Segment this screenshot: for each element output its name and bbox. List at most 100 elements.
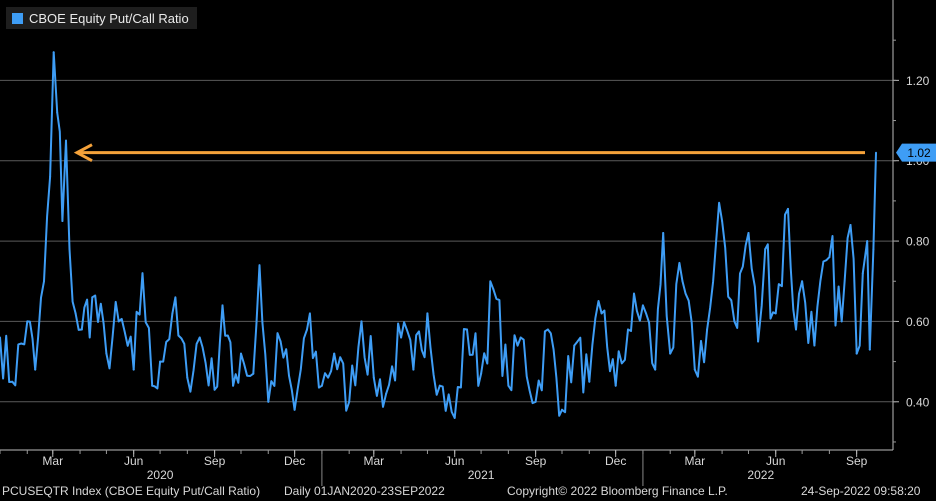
year-label: 2022: [747, 468, 774, 482]
last-value-badge: 1.02: [896, 143, 936, 162]
footer-timestamp: 24-Sep-2022 09:58:20: [801, 484, 921, 498]
last-value-label: 1.02: [907, 146, 931, 160]
x-tick-label: Mar: [363, 454, 384, 468]
data-point: [866, 240, 869, 243]
data-point: [132, 368, 135, 371]
y-tick-label: 0.40: [906, 395, 930, 409]
data-point: [141, 272, 144, 275]
annotation-arrow-head: [73, 143, 93, 163]
data-point: [56, 111, 59, 114]
data-point: [507, 384, 510, 387]
data-point: [232, 384, 235, 387]
year-label: 2021: [468, 468, 495, 482]
data-point: [764, 248, 767, 251]
data-point: [26, 320, 29, 323]
data-point: [267, 400, 270, 403]
data-point: [360, 320, 363, 323]
series-layer: [0, 51, 877, 419]
legend: CBOE Equity Put/Call Ratio: [6, 7, 197, 29]
data-point: [385, 392, 388, 395]
data-point: [519, 336, 522, 339]
data-point: [627, 328, 629, 331]
data-point: [74, 312, 77, 315]
x-tick-label: Jun: [445, 454, 464, 468]
footer-ticker: PCUSEQTR Index (CBOE Equity Put/Call Rat…: [2, 484, 261, 498]
y-tick-label: 1.20: [906, 74, 930, 88]
data-point: [849, 224, 852, 226]
data-point: [186, 376, 189, 379]
data-point: [855, 352, 858, 355]
data-point: [747, 232, 750, 234]
y-tick-label: 0.60: [906, 315, 930, 329]
data-point: [293, 408, 296, 411]
data-point: [171, 312, 174, 315]
data-point: [252, 372, 255, 375]
data-point: [279, 340, 282, 343]
data-point: [757, 340, 760, 343]
data-point: [61, 220, 64, 222]
data-point: [641, 304, 644, 307]
data-point: [412, 368, 415, 371]
data-point: [438, 384, 441, 387]
x-tick-label: Mar: [42, 454, 63, 468]
data-point: [466, 328, 468, 331]
data-point: [453, 416, 456, 419]
footer-copyright: Copyright© 2022 Bloomberg Finance L.P.: [507, 484, 728, 498]
data-point: [52, 51, 55, 54]
data-point: [333, 352, 336, 355]
x-tick-label: Sep: [204, 454, 226, 468]
data-point: [662, 232, 665, 234]
data-point: [258, 264, 261, 267]
data-point: [240, 352, 242, 355]
legend-swatch: [12, 12, 23, 24]
y-axis: 0.400.600.801.001.20: [892, 0, 930, 450]
data-point: [828, 256, 831, 259]
x-tick-label: Mar: [684, 454, 705, 468]
data-point: [426, 312, 429, 315]
data-point: [105, 352, 108, 355]
y-tick-label: 0.80: [906, 235, 930, 249]
data-point: [0, 336, 1, 339]
data-point: [68, 248, 71, 251]
x-tick-label: Jun: [766, 454, 785, 468]
x-tick-label: Dec: [284, 454, 305, 468]
data-point: [600, 312, 603, 315]
data-point: [372, 376, 375, 379]
data-point: [348, 400, 351, 403]
data-point: [693, 368, 696, 371]
x-axis: Mar Jun Sep Dec Mar Jun Sep Dec Mar Jun Sep 2020 202…: [0, 449, 893, 486]
footer: PCUSEQTR Index (CBOE Equity Put/Call Rat…: [0, 483, 936, 501]
data-point: [733, 320, 736, 323]
data-point: [654, 368, 657, 371]
data-point: [787, 207, 789, 210]
data-point: [681, 280, 684, 283]
data-point: [840, 320, 843, 323]
data-point: [721, 220, 724, 222]
year-label: 2020: [147, 468, 174, 482]
gridlines: [0, 79, 893, 403]
data-point: [117, 320, 120, 323]
data-point: [49, 175, 52, 178]
last-value-tag: [896, 143, 936, 162]
data-point: [534, 400, 537, 403]
data-point: [774, 312, 777, 315]
data-point: [159, 360, 162, 363]
data-point: [872, 248, 875, 251]
data-point: [213, 388, 216, 391]
footer-range: Daily 01JAN2020-23SEP2022: [284, 484, 445, 498]
data-point: [561, 408, 563, 411]
series-line: [0, 51, 877, 419]
x-tick-label: Dec: [605, 454, 626, 468]
data-point: [868, 348, 871, 351]
data-point: [400, 336, 403, 339]
data-point: [306, 328, 308, 331]
data-point: [91, 296, 94, 299]
data-point: [151, 384, 154, 387]
data-point: [80, 328, 83, 331]
data-point: [861, 272, 864, 275]
data-point: [198, 336, 201, 339]
data-point: [34, 368, 37, 371]
data-point: [614, 384, 617, 387]
data-point: [813, 344, 816, 347]
data-point: [801, 280, 804, 283]
